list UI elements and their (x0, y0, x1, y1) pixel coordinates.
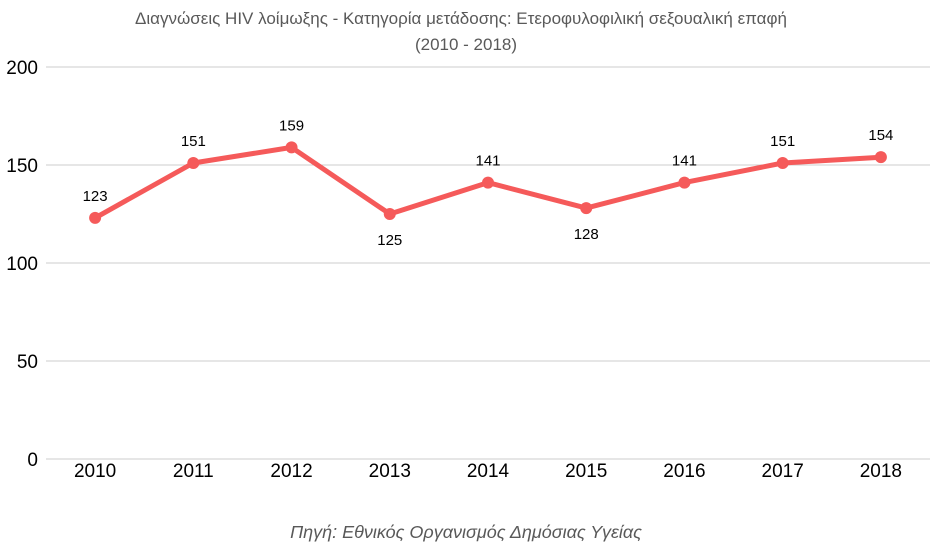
data-label: 128 (574, 226, 599, 243)
data-label: 141 (475, 153, 500, 170)
data-labels: 123 151 159 125 141 128 141 151 154 (83, 117, 894, 249)
data-label: 151 (770, 133, 795, 150)
x-tick-label: 2010 (74, 461, 116, 482)
x-tick-label: 2011 (173, 461, 214, 482)
data-point (678, 176, 691, 189)
data-point (383, 208, 396, 220)
data-point (580, 202, 593, 215)
data-point (89, 211, 102, 224)
data-point (187, 157, 200, 170)
data-label: 125 (377, 232, 402, 249)
y-axis-ticks: 0 50 100 150 200 (6, 58, 38, 471)
x-tick-label: 2013 (369, 461, 411, 482)
x-tick-label: 2015 (565, 461, 607, 482)
y-tick-label: 0 (27, 450, 38, 471)
data-point (285, 141, 298, 154)
data-point (874, 151, 887, 164)
data-point (776, 157, 789, 170)
x-tick-label: 2017 (762, 461, 804, 482)
data-label: 151 (181, 133, 206, 150)
source-note: Πηγή: Εθνικός Οργανισμός Δημόσιας Υγείας (290, 522, 642, 542)
x-axis-ticks: 2010 2011 2012 2013 2014 2015 2016 2017 2018 (74, 461, 902, 482)
y-tick-label: 50 (17, 352, 38, 373)
x-tick-label: 2012 (270, 461, 312, 482)
y-tick-label: 150 (6, 156, 38, 177)
x-tick-label: 2018 (860, 461, 902, 482)
data-label: 141 (672, 153, 697, 170)
data-point (482, 176, 494, 189)
x-tick-label: 2014 (467, 461, 510, 482)
chart-subtitle: (2010 - 2018) (415, 35, 517, 54)
data-label: 159 (279, 117, 304, 134)
gridlines (46, 66, 930, 460)
x-tick-label: 2016 (663, 461, 705, 482)
y-tick-label: 200 (6, 58, 38, 79)
series-points (89, 141, 887, 224)
y-tick-label: 100 (6, 254, 38, 275)
data-label: 154 (868, 127, 893, 144)
chart-title: Διαγνώσεις HIV λοίμωξης - Κατηγορία μετά… (135, 9, 787, 28)
data-label: 123 (83, 188, 108, 205)
